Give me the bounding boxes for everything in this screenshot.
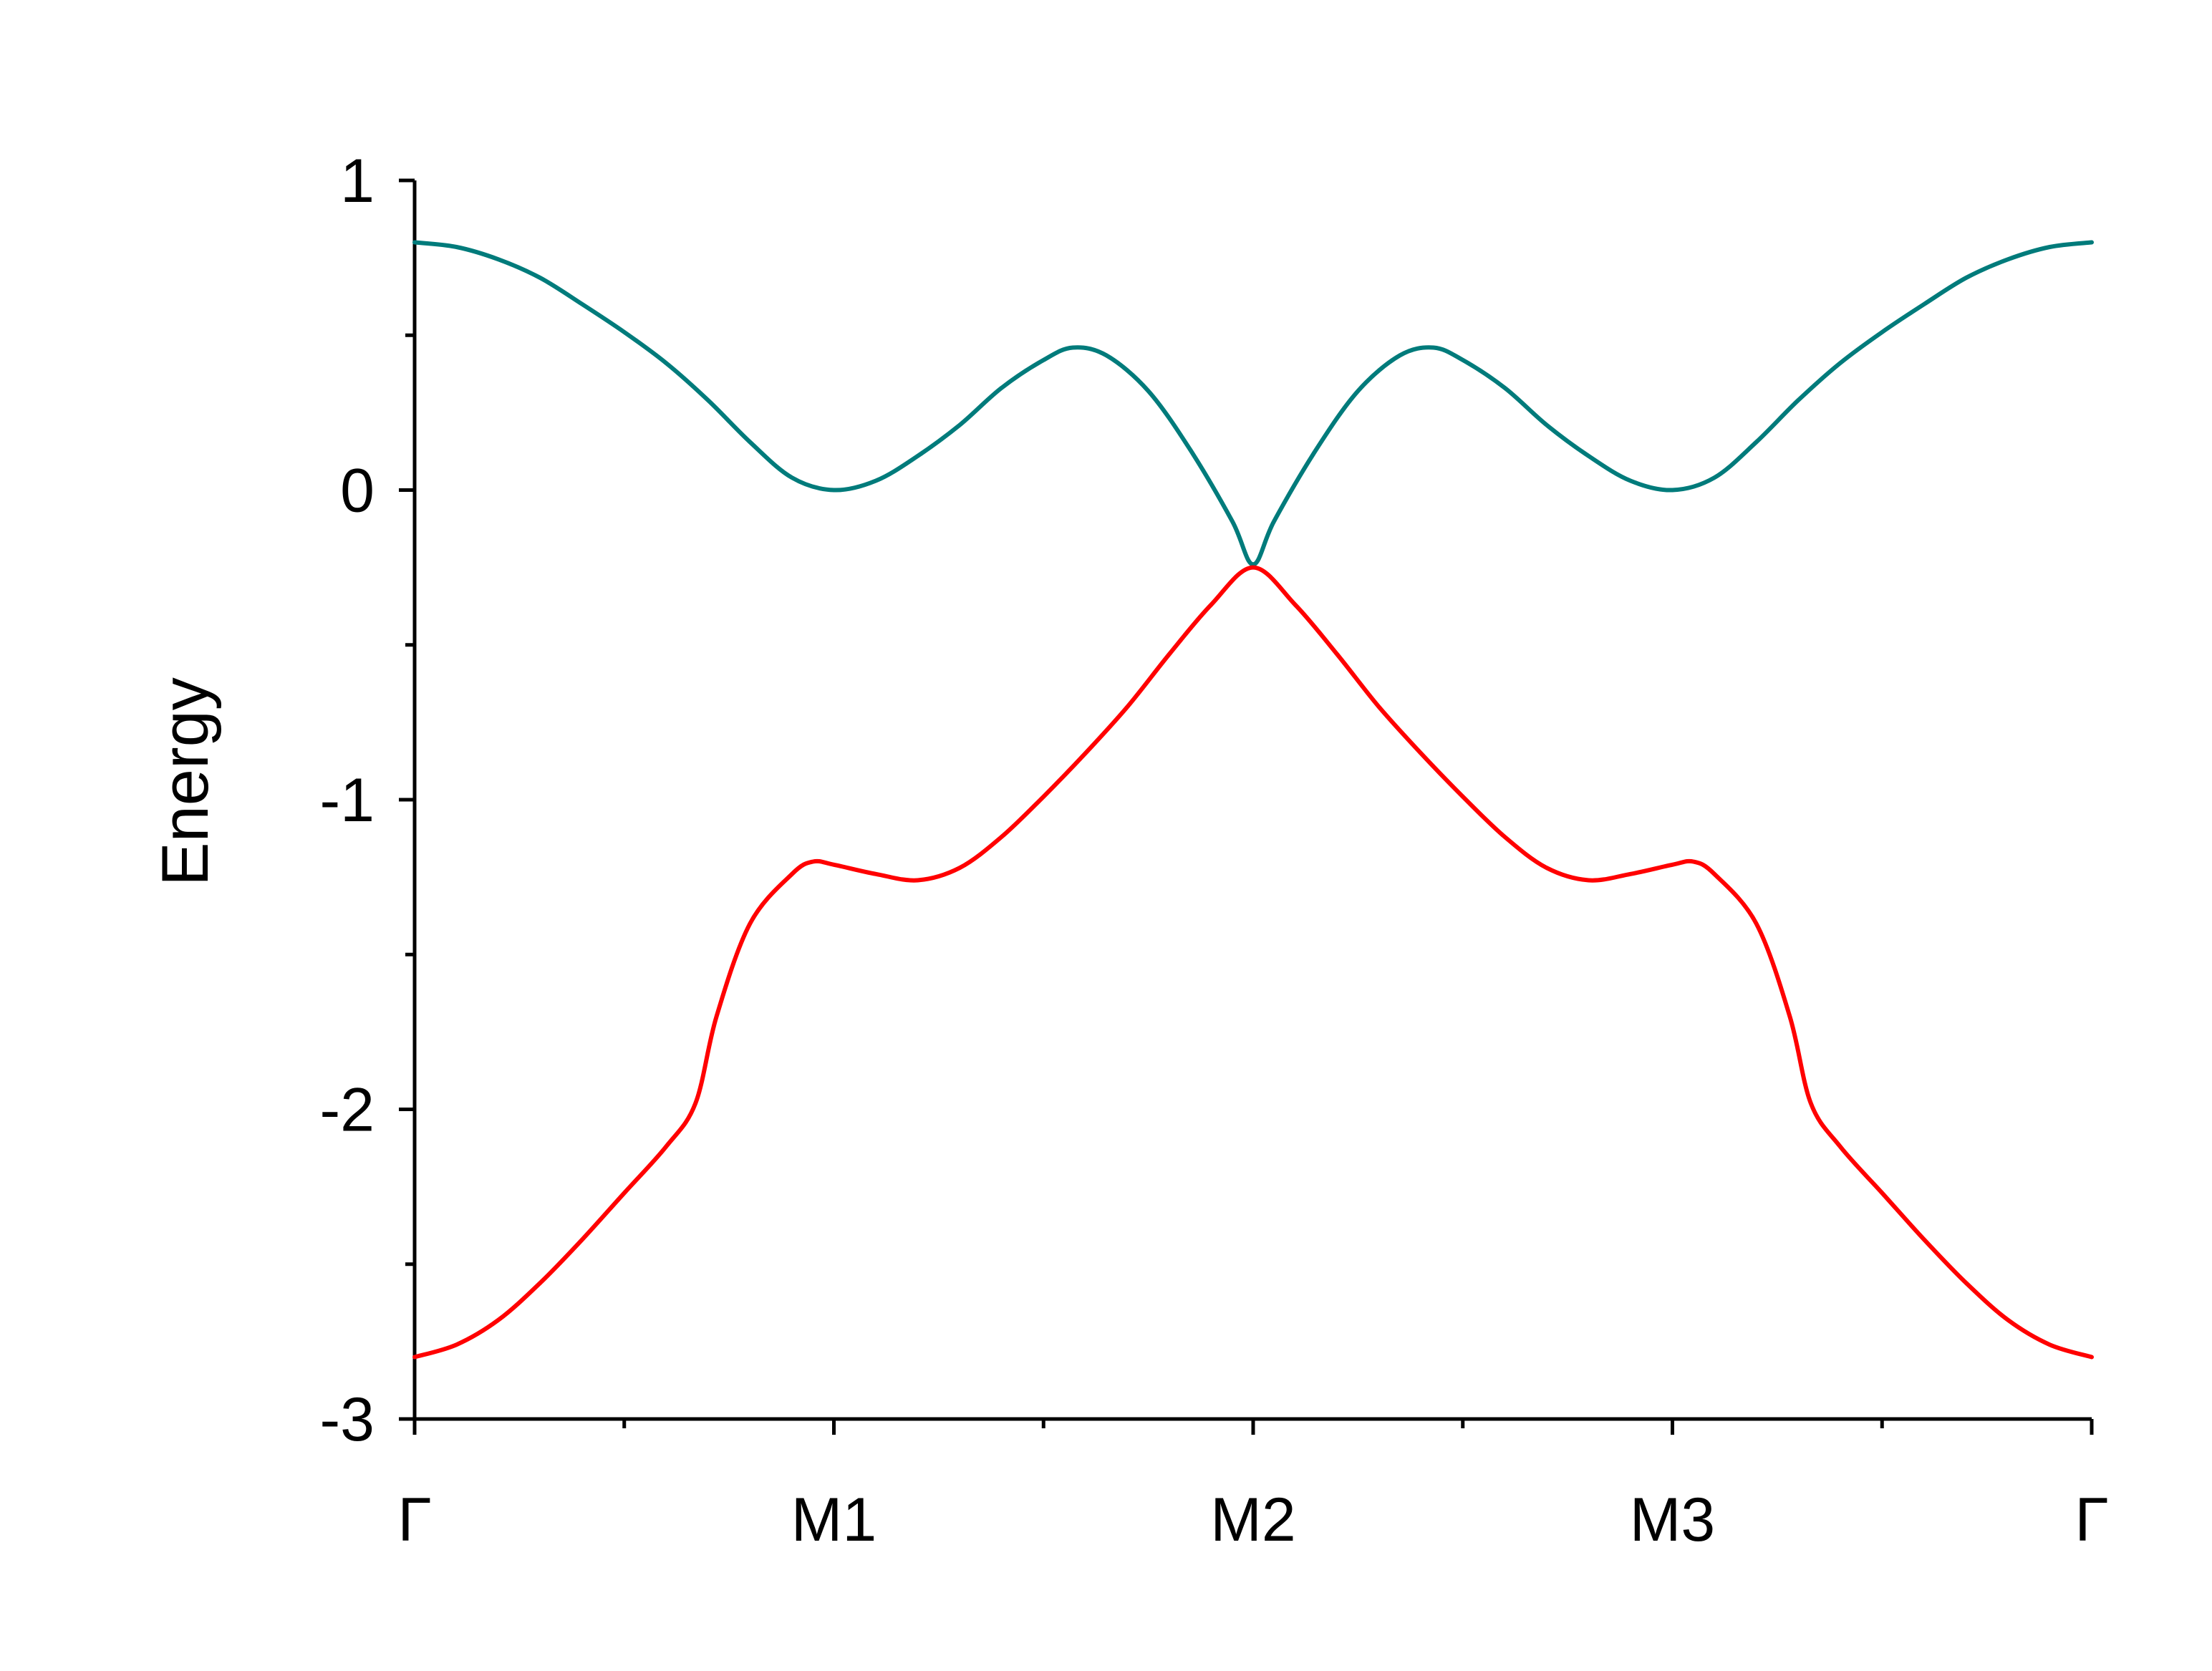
plot-area: 1 0 -1 -2 -3 Γ M1 M2 M3 Γ bbox=[320, 147, 2109, 1554]
x-tick-label: Γ bbox=[397, 1486, 431, 1554]
y-tick-label: -1 bbox=[320, 766, 375, 835]
x-tick-label: M1 bbox=[791, 1486, 876, 1554]
x-tick-label: Γ bbox=[2075, 1486, 2108, 1554]
x-tick-label: M2 bbox=[1210, 1486, 1295, 1554]
y-tick-label: -2 bbox=[320, 1076, 375, 1145]
x-tick-label: M3 bbox=[1630, 1486, 1715, 1554]
y-tick-label: 0 bbox=[340, 457, 375, 525]
y-tick-label: -3 bbox=[320, 1385, 375, 1454]
y-tick-label: 1 bbox=[340, 147, 375, 215]
lower-band-line bbox=[412, 565, 2094, 1360]
upper-band-line bbox=[412, 240, 2094, 567]
y-axis-title: Energy bbox=[149, 677, 222, 886]
